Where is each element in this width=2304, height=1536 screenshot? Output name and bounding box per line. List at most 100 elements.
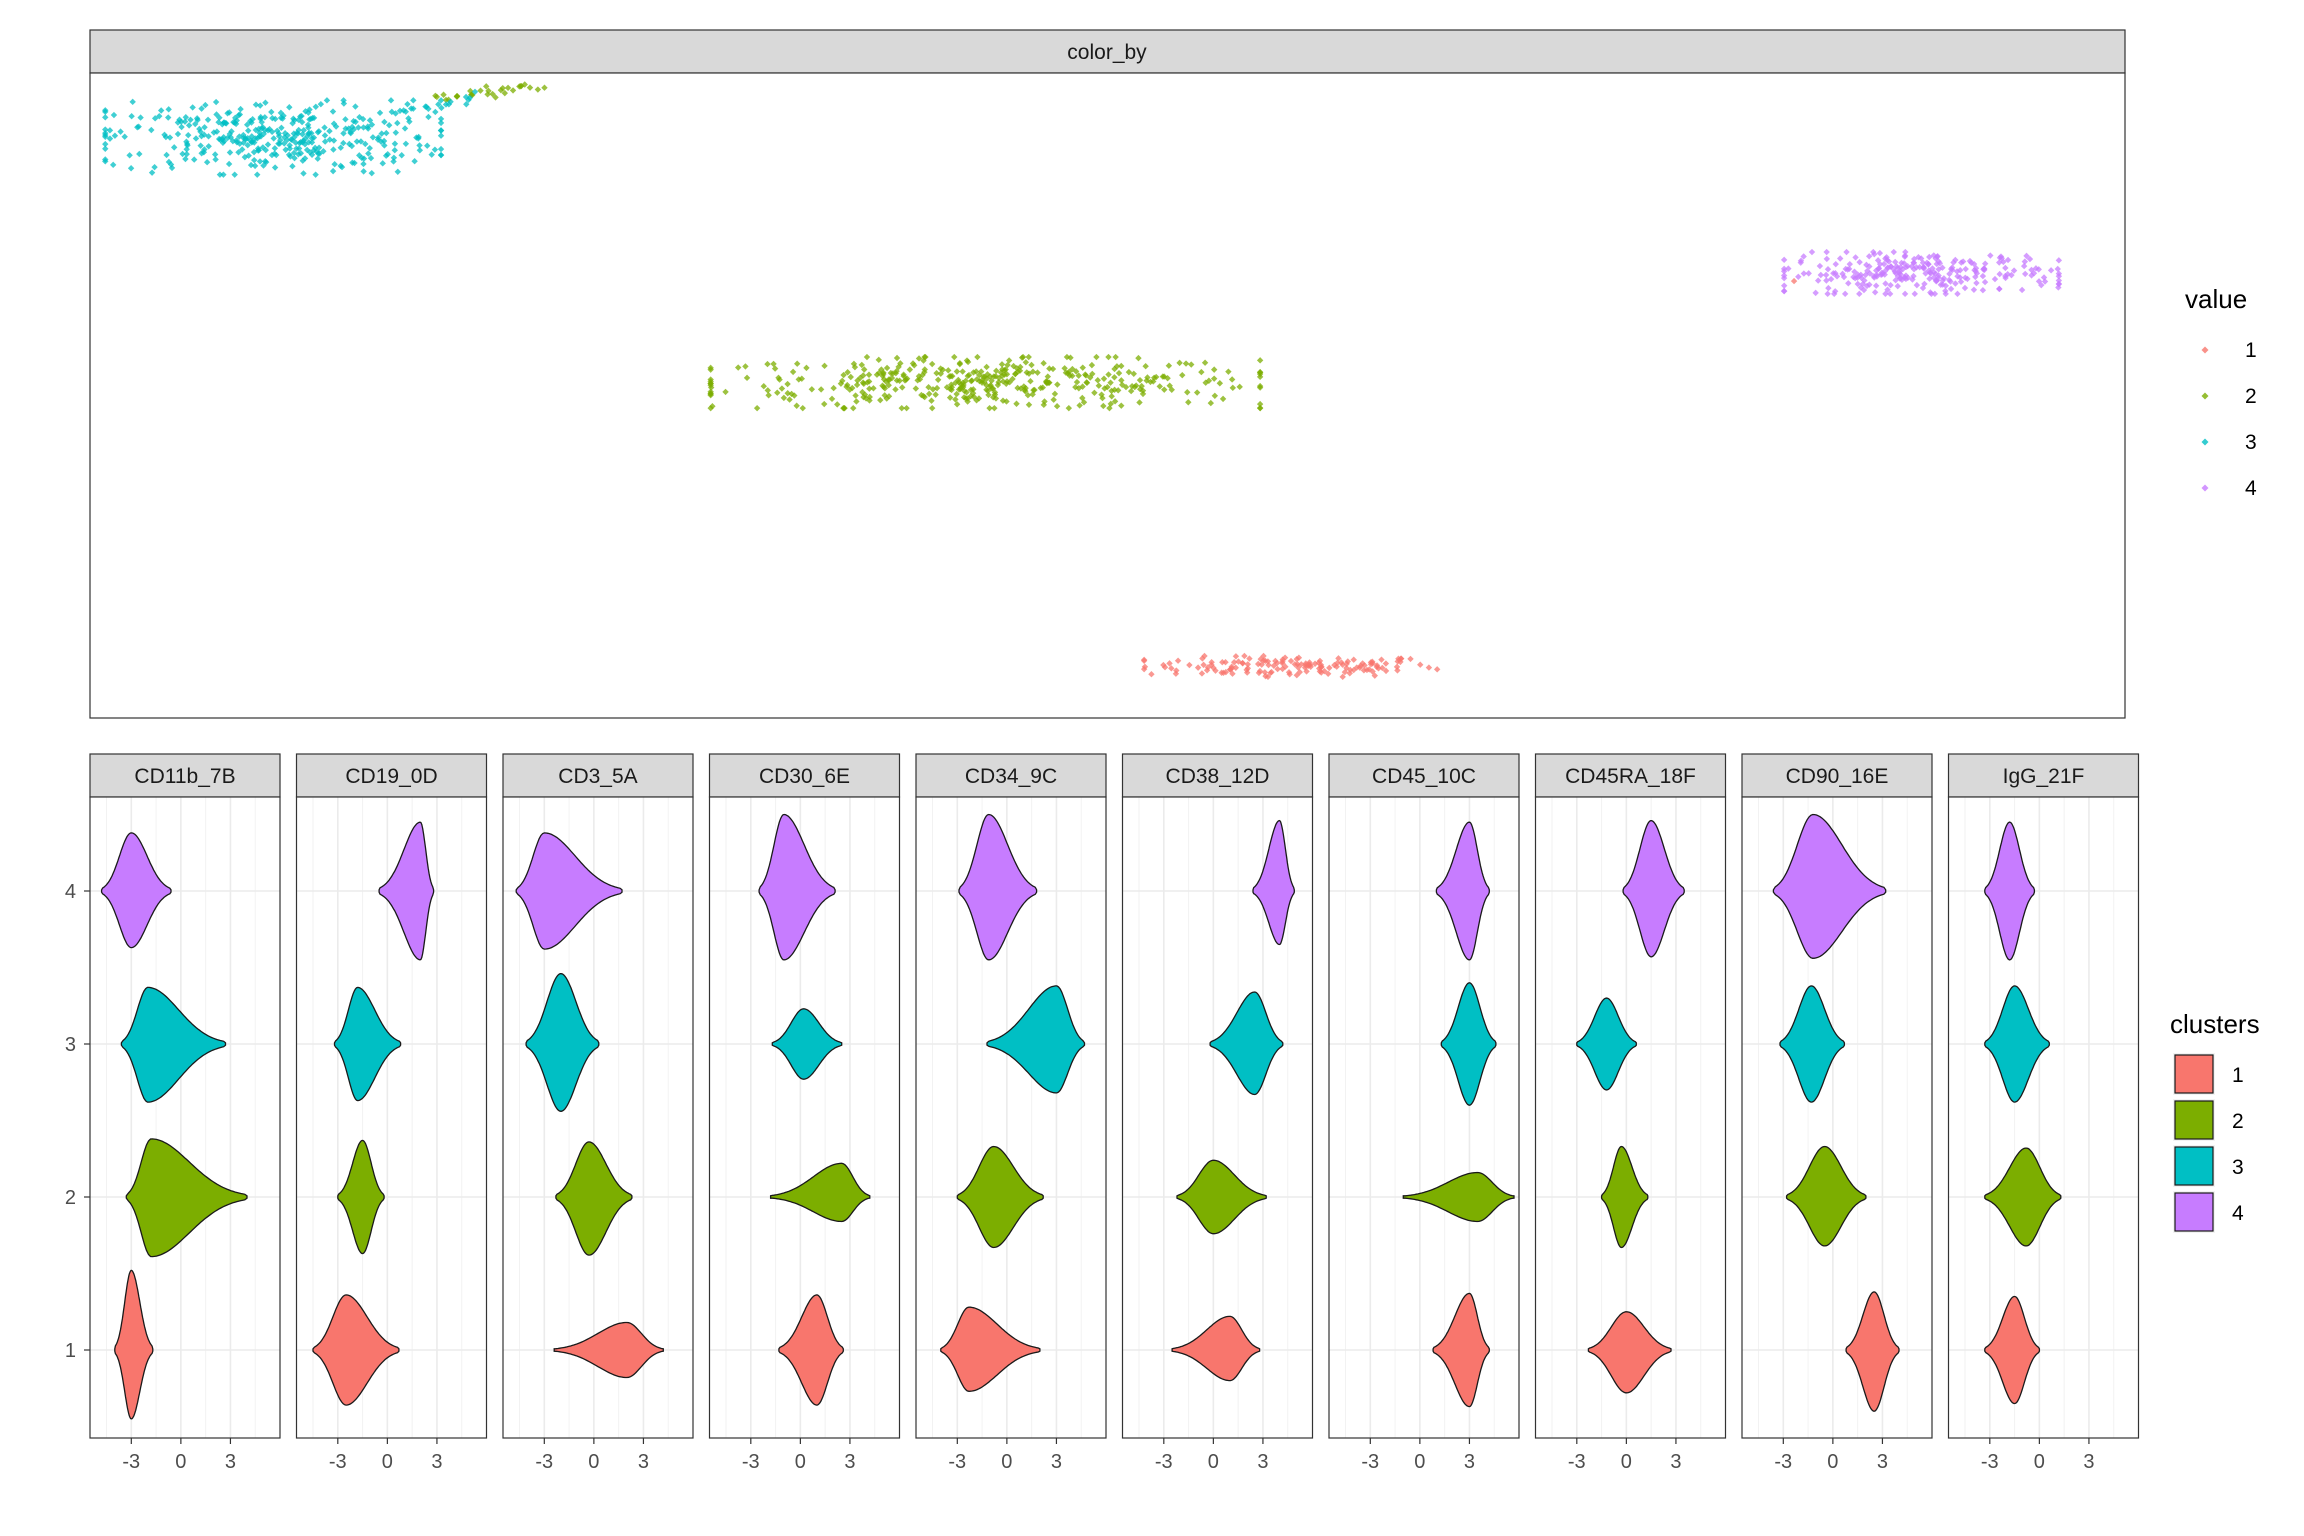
- scatter-point-4: [1860, 286, 1868, 294]
- scatter-point-2: [1095, 382, 1103, 389]
- scatter-point-3: [340, 130, 347, 137]
- scatter-point-1: [1230, 659, 1238, 666]
- scatter-point-1: [1350, 666, 1357, 674]
- scatter-point-4: [2002, 272, 2009, 280]
- x-tick-label: 3: [1051, 1451, 1062, 1473]
- scatter-point-2: [1069, 365, 1076, 373]
- x-tick-label: -3: [535, 1451, 553, 1473]
- scatter-point-2: [1050, 396, 1057, 403]
- scatter-point-1: [1378, 656, 1385, 663]
- scatter-point-3: [379, 160, 386, 167]
- scatter-point-2: [952, 379, 959, 387]
- value-legend: value 1 2 3 4: [2185, 284, 2257, 500]
- scatter-point-2: [866, 393, 873, 401]
- scatter-point-1: [1279, 665, 1286, 673]
- scatter-point-3: [302, 108, 309, 115]
- scatter-point-2: [734, 364, 742, 371]
- violin-panel-IgG_21F: IgG_21F -3 0 3: [1947, 753, 2140, 1473]
- scatter-point-4: [1797, 257, 1805, 265]
- scatter-point-4: [2028, 272, 2035, 279]
- scatter-point-2: [860, 393, 867, 401]
- scatter-point-2: [999, 397, 1007, 404]
- scatter-point-2: [1135, 354, 1142, 362]
- scatter-point-3: [111, 132, 119, 139]
- scatter-point-3: [308, 151, 316, 158]
- scatter-point-2: [978, 368, 985, 375]
- scatter-point-2: [859, 388, 866, 396]
- violin-strip-label: CD11b_7B: [134, 765, 235, 788]
- violin-strip-label: CD45RA_18F: [1565, 765, 1696, 788]
- violin-CD45RA_18F-cluster-4: [1622, 820, 1685, 958]
- scatter-point-3: [471, 88, 479, 95]
- scatter-point-3: [437, 145, 445, 153]
- scatter-point-2: [1101, 385, 1108, 392]
- scatter-point-2: [1041, 398, 1048, 405]
- scatter-point-2: [925, 384, 932, 391]
- scatter-point-2: [988, 385, 996, 392]
- scatter-point-3: [292, 139, 299, 146]
- scatter-plot-area: [89, 72, 2126, 719]
- scatter-point-2: [1210, 375, 1218, 382]
- scatter-point-4: [1939, 281, 1946, 288]
- scatter-point-3: [216, 114, 223, 121]
- scatter-point-2: [999, 366, 1006, 373]
- scatter-point-2: [840, 371, 847, 379]
- scatter-point-2: [1176, 359, 1183, 367]
- violin-CD90_16E-cluster-1: [1845, 1291, 1900, 1412]
- scatter-point-3: [102, 126, 109, 133]
- scatter-point-2: [1164, 374, 1171, 382]
- scatter-point-4: [1911, 290, 1918, 298]
- value-legend-label-3: 3: [2245, 431, 2257, 454]
- scatter-point-1: [1172, 670, 1180, 677]
- scatter-point-2: [477, 87, 484, 94]
- y-tick-label: 4: [65, 881, 76, 903]
- violin-y-axis: 1 2 3 4: [65, 881, 90, 1362]
- scatter-point-3: [422, 103, 429, 110]
- scatter-point-3: [185, 131, 192, 139]
- scatter-point-3: [437, 151, 445, 159]
- scatter-point-1: [1219, 659, 1226, 666]
- scatter-point-2: [778, 385, 786, 392]
- scatter-point-3: [289, 120, 296, 127]
- scatter-point-2: [483, 83, 490, 90]
- violin-CD30_6E-cluster-3: [771, 1008, 843, 1080]
- scatter-point-2: [991, 389, 999, 396]
- scatter-point-2: [1003, 398, 1010, 405]
- scatter-point-3: [290, 115, 297, 122]
- scatter-point-2: [881, 392, 888, 399]
- scatter-point-4: [1935, 258, 1942, 265]
- scatter-point-3: [410, 105, 417, 112]
- scatter-point-2: [847, 373, 854, 381]
- scatter-point-2: [1168, 386, 1175, 393]
- scatter-point-1: [1160, 661, 1167, 669]
- scatter-point-2: [981, 373, 988, 381]
- scatter-point-2: [1225, 368, 1232, 375]
- scatter-point-4: [1950, 259, 1957, 266]
- scatter-point-3: [287, 136, 295, 143]
- scatter-point-2: [775, 374, 782, 381]
- scatter-point-2: [1229, 384, 1236, 392]
- scatter-point-2: [1024, 391, 1032, 399]
- scatter-point-1: [1281, 654, 1289, 661]
- scatter-point-3: [402, 108, 409, 115]
- scatter-point-3: [181, 118, 189, 125]
- scatter-point-3: [192, 120, 199, 128]
- scatter-point-4: [1800, 253, 1807, 260]
- scatter-point-3: [220, 119, 227, 126]
- x-tick-label: -3: [1774, 1451, 1792, 1473]
- scatter-point-4: [1956, 274, 1964, 281]
- scatter-point-3: [342, 116, 349, 123]
- scatter-point-1: [1307, 663, 1314, 670]
- scatter-point-4: [2008, 271, 2015, 279]
- scatter-point-1: [1407, 655, 1414, 663]
- violin-CD45_10C-cluster-2: [1402, 1171, 1515, 1223]
- scatter-point-2: [534, 86, 542, 93]
- scatter-point-4: [1939, 264, 1946, 271]
- scatter-point-3: [170, 144, 178, 151]
- scatter-point-4: [1925, 260, 1932, 268]
- scatter-point-3: [273, 151, 280, 159]
- scatter-point-2: [764, 360, 771, 368]
- scatter-point-1: [1346, 670, 1353, 677]
- scatter-point-1: [1270, 662, 1278, 669]
